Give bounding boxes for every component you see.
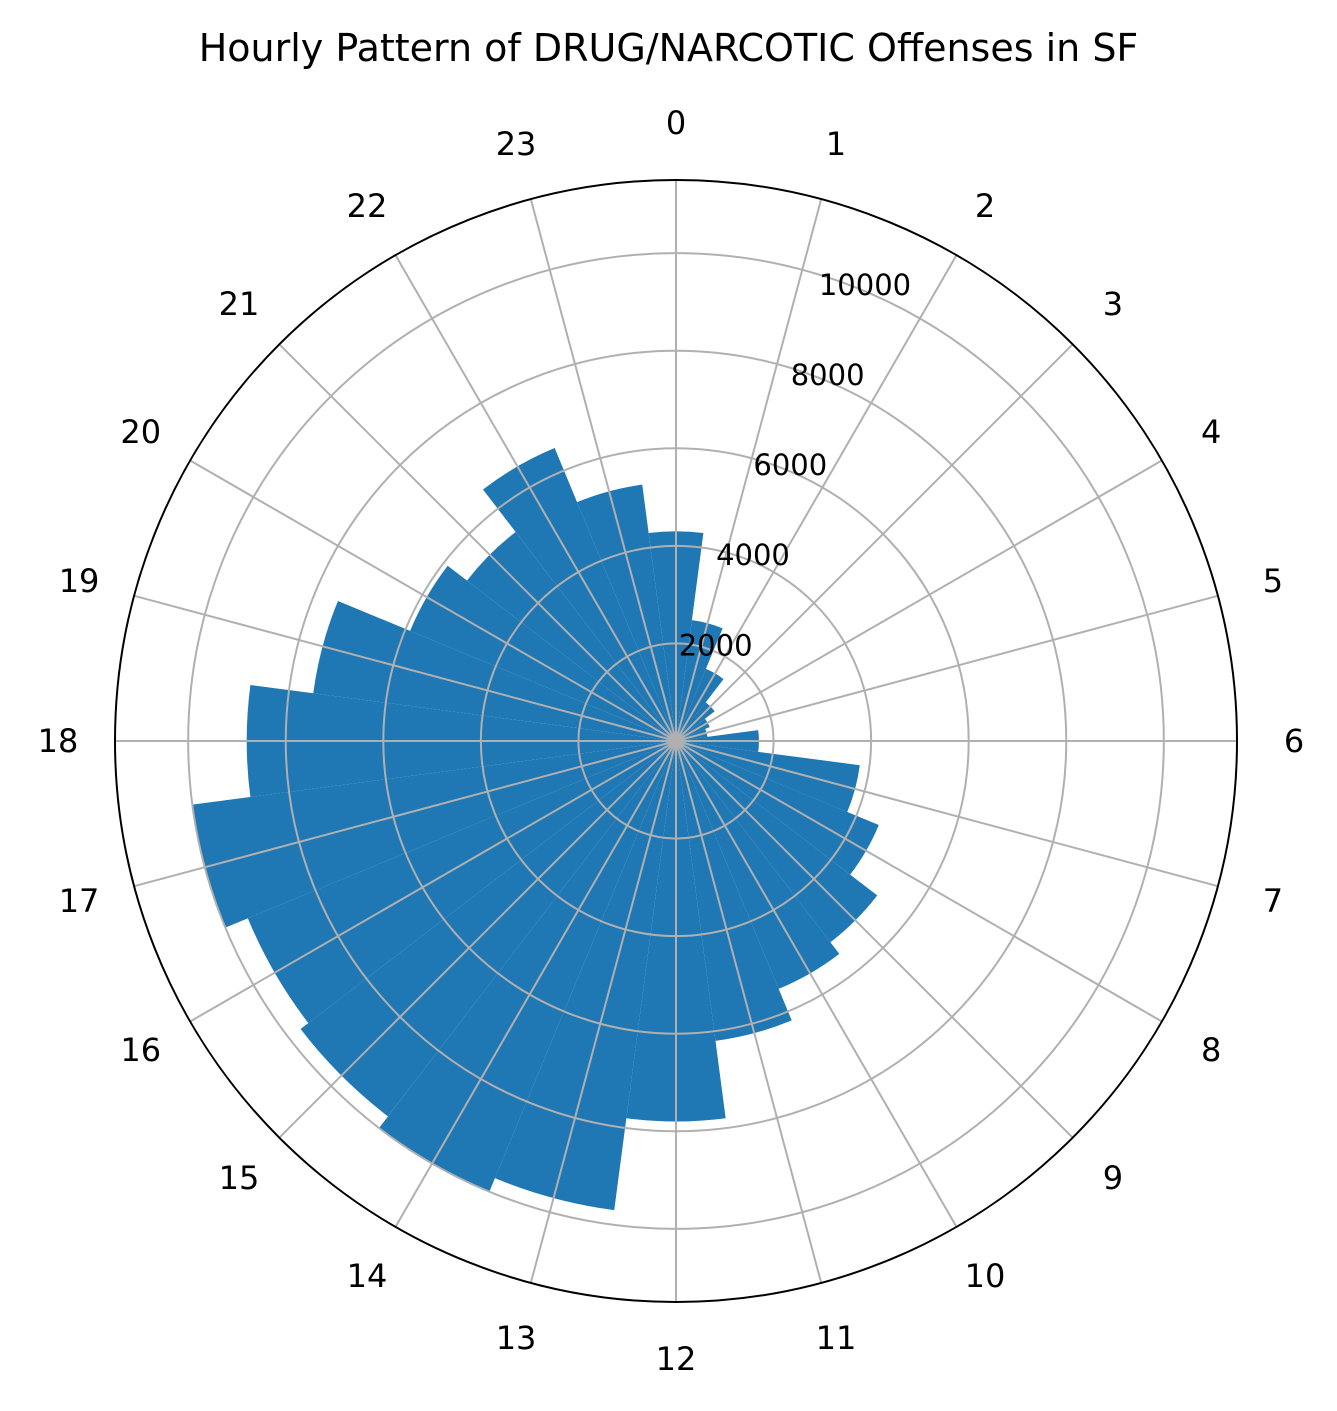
grid-spoke-5: [675, 594, 1219, 742]
hour-label-5: 5: [1263, 562, 1283, 600]
grid-spoke-4: [675, 459, 1163, 742]
grid-spoke-21: [278, 343, 677, 742]
hour-label-19: 19: [59, 562, 100, 600]
bar-hour-17: [192, 741, 676, 928]
bar-hour-14: [379, 741, 676, 1192]
radial-tick-label-4000: 4000: [716, 538, 790, 572]
grid-spoke-16: [189, 740, 677, 1023]
hour-label-7: 7: [1263, 882, 1283, 920]
hour-label-0: 0: [666, 104, 686, 142]
grid-spoke-17: [133, 740, 677, 888]
grid-spoke-23: [529, 198, 677, 742]
grid-spoke-14: [394, 740, 677, 1228]
grid-spoke-11: [675, 740, 823, 1284]
hour-label-2: 2: [975, 187, 995, 225]
grid-spoke-3: [675, 343, 1074, 742]
hour-label-21: 21: [219, 285, 260, 323]
grid-spoke-10: [675, 740, 958, 1228]
grid-spoke-19: [133, 594, 677, 742]
grid-spoke-7: [675, 740, 1219, 888]
hour-label-8: 8: [1201, 1031, 1221, 1069]
hour-label-13: 13: [496, 1319, 537, 1357]
radial-tick-label-10000: 10000: [819, 268, 911, 302]
radial-tick-label-2000: 2000: [679, 628, 753, 662]
hour-label-3: 3: [1103, 285, 1123, 323]
polar-frame: [114, 179, 1238, 1303]
hour-label-15: 15: [219, 1159, 260, 1197]
bar-hour-16: [247, 741, 676, 1024]
bar-hour-13: [494, 741, 676, 1211]
hour-label-22: 22: [347, 187, 388, 225]
hour-label-9: 9: [1103, 1159, 1123, 1197]
hour-label-16: 16: [120, 1031, 161, 1069]
hour-label-18: 18: [38, 722, 79, 760]
grid-spoke-20: [189, 459, 677, 742]
grid-spoke-1: [675, 198, 823, 742]
radial-tick-label-6000: 6000: [753, 448, 827, 482]
grid-layer: [115, 180, 1237, 1302]
bar-hour-11: [676, 741, 792, 1041]
grid-spoke-9: [675, 740, 1074, 1139]
grid-spoke-15: [278, 740, 677, 1139]
grid-spoke-2: [675, 254, 958, 742]
hour-label-4: 4: [1201, 413, 1221, 451]
hour-label-6: 6: [1284, 722, 1304, 760]
hour-label-17: 17: [59, 882, 100, 920]
bar-hour-2: [676, 668, 724, 741]
hour-label-12: 12: [656, 1340, 697, 1378]
hour-label-14: 14: [347, 1257, 388, 1295]
hour-label-20: 20: [120, 413, 161, 451]
grid-spoke-8: [675, 740, 1163, 1023]
labels-layer: 0123456789101112131415161718192021222320…: [38, 104, 1305, 1378]
grid-spoke-13: [529, 740, 677, 1284]
hour-label-11: 11: [816, 1319, 857, 1357]
hour-label-23: 23: [496, 125, 537, 163]
hour-label-10: 10: [965, 1257, 1006, 1295]
bar-hour-23: [577, 484, 676, 741]
grid-spoke-22: [394, 254, 677, 742]
hour-label-1: 1: [826, 125, 846, 163]
bar-hour-10: [676, 741, 840, 989]
bar-hour-8: [676, 741, 879, 875]
bar-hour-22: [482, 448, 676, 741]
chart-title: Hourly Pattern of DRUG/NARCOTIC Offenses…: [198, 26, 1139, 70]
radial-tick-label-8000: 8000: [791, 358, 865, 392]
bar-hour-20: [410, 565, 676, 741]
